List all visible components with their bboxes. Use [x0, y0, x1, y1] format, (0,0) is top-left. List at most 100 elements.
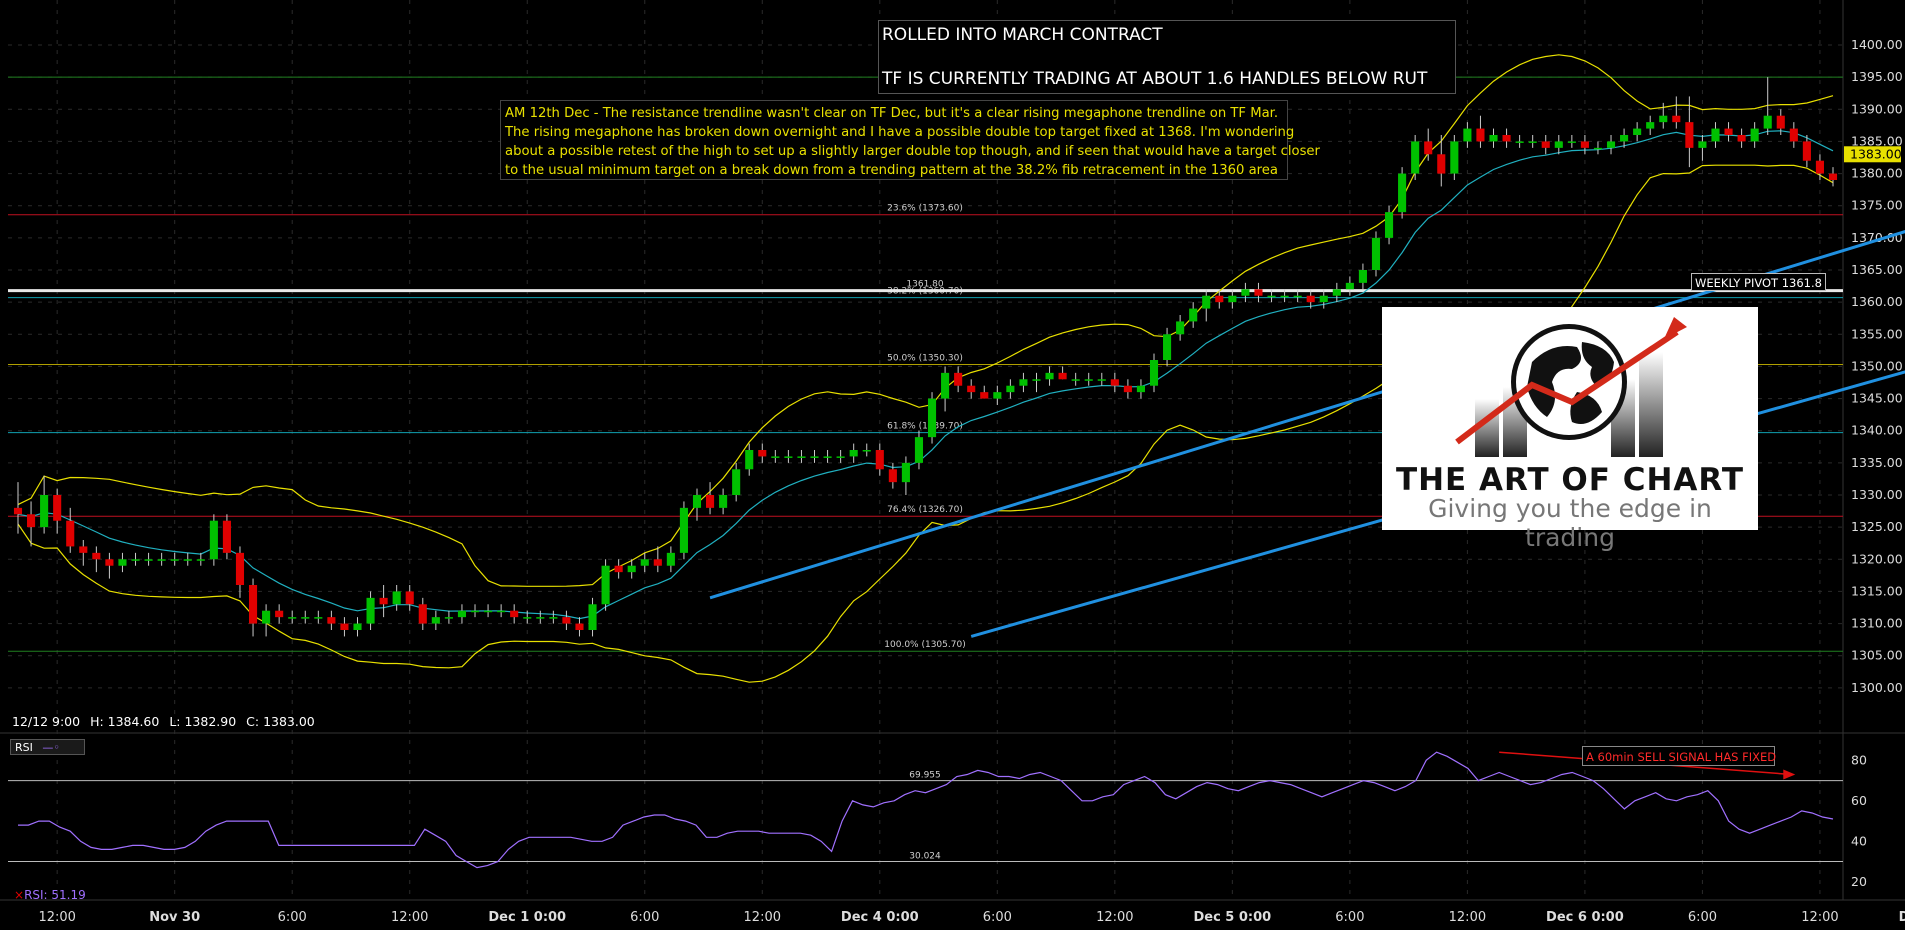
current-price-value: 1383.00: [1850, 146, 1902, 161]
candle-body: [1345, 282, 1354, 290]
candle-body: [418, 604, 427, 624]
candle-body: [523, 617, 532, 619]
candle-body: [1097, 379, 1106, 381]
time-tick-label: 6:00: [983, 910, 1012, 925]
ohlc-datetime: 12/12 9:00: [12, 714, 81, 729]
candle-body: [301, 617, 310, 619]
candle-body: [1280, 295, 1289, 298]
price-tick-label: 1400.00: [1851, 37, 1903, 52]
analysis-note-line: AM 12th Dec - The resistance trendline w…: [505, 106, 1279, 121]
candle-body: [1071, 379, 1080, 381]
ohlc-readout: 12/12 9:00 H: 1384.60 L: 1382.90 C: 1383…: [12, 714, 321, 729]
candle-body: [536, 617, 545, 619]
candle-body: [1463, 128, 1472, 142]
candle-body: [262, 610, 271, 624]
ohlc-high: H: 1384.60: [90, 714, 160, 729]
price-tick-label: 1335.00: [1851, 455, 1903, 470]
candle-body: [836, 456, 845, 458]
candle-body: [901, 462, 910, 483]
candle-body: [810, 456, 819, 458]
candle-body: [1123, 385, 1132, 393]
candle-body: [1502, 135, 1511, 142]
price-tick-label: 1350.00: [1851, 358, 1903, 373]
price-tick-label: 1370.00: [1851, 230, 1903, 245]
rsi-level-label: 69.955: [909, 771, 941, 781]
candle-body: [784, 456, 793, 458]
candle-body: [1384, 212, 1394, 238]
candle-body: [183, 559, 192, 561]
candle-body: [275, 610, 284, 618]
candle-body: [1450, 141, 1459, 174]
candle-body: [497, 610, 506, 613]
candle-body: [614, 565, 623, 573]
fib-label: 61.8% (1339.70): [887, 422, 963, 432]
analysis-note-line: The rising megaphone has broken down ove…: [505, 125, 1295, 140]
fib-label: 50.0% (1350.30): [887, 354, 963, 364]
rsi-tick-label: 40: [1851, 833, 1867, 848]
rsi-line-icon: —◦: [42, 741, 60, 754]
candle-body: [1215, 295, 1224, 303]
candle-body: [745, 450, 754, 470]
candle-body: [1763, 115, 1772, 129]
rsi-tick-label: 20: [1851, 874, 1867, 889]
candle-body: [470, 610, 480, 613]
time-tick-label: 6:00: [630, 910, 659, 925]
candle-body: [1319, 295, 1328, 303]
ema-line: [17, 130, 1834, 620]
candle-body: [1724, 128, 1733, 135]
price-tick-label: 1355.00: [1851, 326, 1903, 341]
price-tick-label: 1330.00: [1851, 487, 1903, 502]
rsi-label-text: RSI: [15, 741, 33, 754]
time-tick-label: Dec 4 0:00: [841, 910, 919, 925]
candle-body: [666, 552, 675, 566]
candle-body: [235, 552, 245, 585]
candle-body: [92, 552, 101, 560]
analysis-note-line: about a possible retest of the high to s…: [505, 144, 1320, 159]
channel-trendline: [970, 370, 1905, 638]
candle-body: [1136, 385, 1145, 393]
candle-body: [209, 520, 218, 560]
candle-body: [1306, 295, 1315, 303]
candle-body: [327, 617, 336, 624]
close-icon[interactable]: ×: [14, 888, 25, 902]
candle-body: [105, 559, 114, 566]
candle-body: [627, 565, 636, 573]
weekly-pivot-label: WEEKLY PIVOT 1361.8: [1691, 273, 1826, 291]
candle-body: [1437, 154, 1446, 174]
candle-body: [1332, 289, 1341, 296]
candle-body: [1567, 141, 1576, 143]
price-tick-label: 1390.00: [1851, 101, 1903, 116]
time-tick-label: 6:00: [1335, 910, 1364, 925]
contract-annotation: ROLLED INTO MARCH CONTRACT TF IS CURRENT…: [878, 20, 1456, 94]
candle-body: [967, 385, 976, 393]
candle-body: [549, 617, 558, 619]
candle-body: [353, 623, 362, 630]
price-tick-label: 1380.00: [1851, 166, 1903, 181]
candle-body: [248, 585, 258, 624]
time-tick-label: 6:00: [1688, 910, 1717, 925]
current-price-tag: [1844, 146, 1901, 163]
price-tick-label: 1360.00: [1851, 294, 1903, 309]
candle-body: [196, 559, 205, 561]
rsi-panel-label[interactable]: RSI —◦: [10, 739, 85, 755]
candle-body: [1424, 141, 1433, 155]
candle-body: [575, 623, 584, 630]
candle-body: [1776, 115, 1785, 129]
candle-body: [706, 495, 715, 508]
time-tick-label: 6:00: [278, 910, 307, 925]
candle-body: [13, 507, 23, 515]
candle-body: [222, 520, 231, 553]
candle-body: [1685, 122, 1694, 148]
candle-body: [1802, 141, 1811, 161]
price-tick-label: 1340.00: [1851, 423, 1903, 438]
candle-body: [758, 450, 767, 457]
time-tick-label: Nov 30: [149, 910, 200, 925]
candle-body: [314, 617, 323, 619]
price-tick-label: 1395.00: [1851, 69, 1903, 84]
sell-signal-label: A 60min SELL SIGNAL HAS FIXED: [1582, 746, 1776, 766]
candle-body: [1646, 122, 1655, 129]
candle-body: [941, 372, 950, 399]
price-tick-label: 1320.00: [1851, 551, 1903, 566]
time-tick-label: 12:00: [1449, 910, 1486, 925]
candle-body: [379, 597, 388, 605]
